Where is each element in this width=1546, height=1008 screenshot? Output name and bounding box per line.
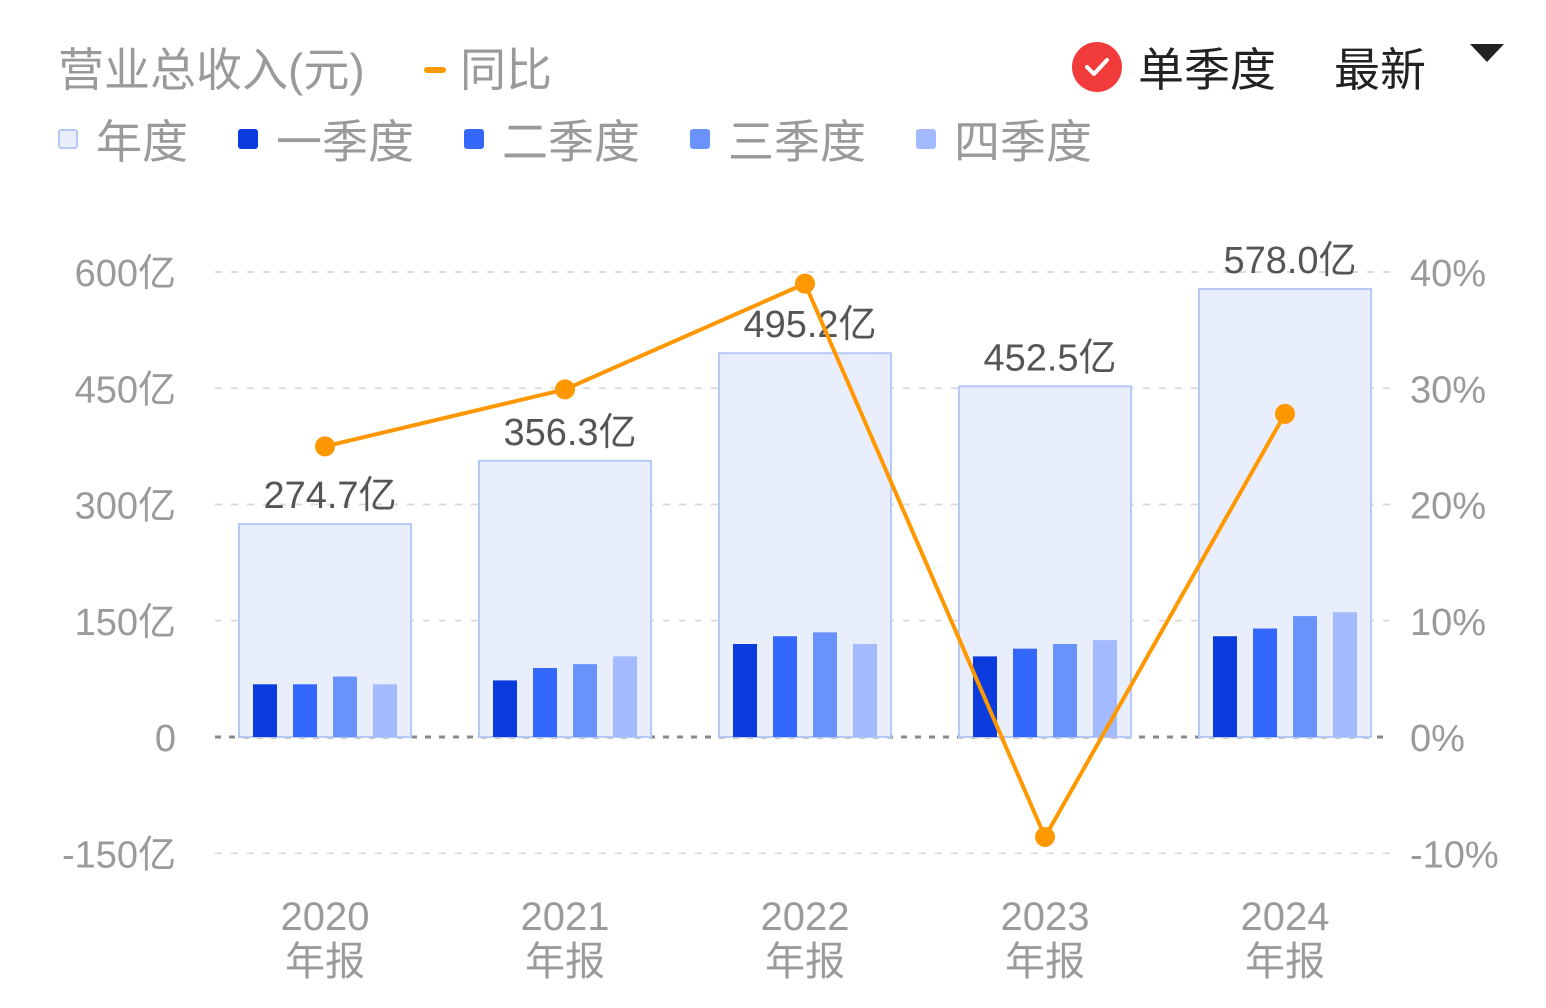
x-tick-label: 年报 — [525, 940, 605, 984]
y-tick-label-left: 450亿 — [75, 369, 176, 411]
y-tick-label-right: 20% — [1410, 486, 1486, 528]
quarter-bar — [813, 632, 837, 737]
annual-value-label: 274.7亿 — [263, 475, 396, 517]
quarter-bar — [293, 684, 317, 737]
quarter-bar — [1053, 644, 1077, 737]
legend-label: 年度 — [96, 116, 188, 168]
x-tick-label: 2023 — [1001, 895, 1090, 939]
legend-swatch — [58, 129, 78, 149]
yoy-point — [555, 379, 575, 400]
legend-swatch — [238, 129, 258, 149]
quarter-bar — [1093, 640, 1117, 737]
legend-swatch — [690, 129, 710, 149]
y-tick-label-right: 30% — [1410, 369, 1486, 411]
annual-value-label: 356.3亿 — [503, 412, 636, 454]
chart-header: 营业总收入(元) 同比 单季度 最新 年度 一季度 二季度 三季度 四季度 — [0, 0, 1546, 200]
legend-label: 二季度 — [502, 116, 640, 168]
quarter-bar — [573, 664, 597, 737]
quarter-bar — [1293, 616, 1317, 737]
yoy-legend[interactable]: 同比 — [424, 34, 552, 100]
legend-item-0[interactable]: 年度 — [58, 106, 188, 172]
quarter-bar — [533, 668, 557, 737]
x-tick-label: 2021 — [521, 895, 610, 939]
legend-label: 三季度 — [728, 116, 866, 168]
y-tick-label-right: -10% — [1410, 834, 1499, 876]
y-tick-label-left: 0 — [155, 718, 176, 760]
yoy-line-swatch — [424, 66, 446, 73]
quarter-bar — [373, 684, 397, 737]
x-tick-label: 2024 — [1241, 895, 1330, 939]
annual-value-label: 578.0亿 — [1223, 240, 1356, 282]
legend: 年度 一季度 二季度 三季度 四季度 — [58, 106, 1142, 172]
x-tick-label: 2020 — [281, 895, 370, 939]
quarter-bar — [773, 636, 797, 737]
latest-dropdown[interactable]: 最新 — [1334, 44, 1426, 96]
annual-value-label: 495.2亿 — [743, 304, 876, 346]
legend-label: 四季度 — [954, 116, 1092, 168]
yoy-point — [795, 273, 815, 294]
y-tick-label-right: 10% — [1410, 602, 1486, 644]
y-tick-label-left: -150亿 — [62, 834, 176, 876]
legend-label: 一季度 — [276, 116, 414, 168]
yoy-point — [315, 436, 335, 457]
caret-down-icon[interactable] — [1470, 44, 1504, 62]
quarter-bar — [1333, 612, 1357, 737]
chart-title: 营业总收入(元) — [58, 44, 365, 96]
y-tick-label-right: 40% — [1410, 253, 1486, 295]
x-tick-label: 年报 — [1005, 940, 1085, 984]
annual-value-label: 452.5亿 — [983, 337, 1116, 379]
y-tick-label-left: 600亿 — [75, 253, 176, 295]
quarter-bar — [1013, 648, 1037, 737]
legend-item-3[interactable]: 三季度 — [690, 106, 866, 172]
legend-item-1[interactable]: 一季度 — [238, 106, 414, 172]
quarter-bar — [853, 644, 877, 737]
yoy-label: 同比 — [460, 44, 552, 96]
legend-swatch — [464, 129, 484, 149]
yoy-point — [1035, 826, 1055, 847]
y-tick-label-left: 150亿 — [75, 602, 176, 644]
yoy-point — [1275, 403, 1295, 424]
quarter-bar — [733, 644, 757, 737]
quarter-bar — [333, 676, 357, 737]
x-tick-label: 年报 — [285, 940, 365, 984]
x-tick-label: 2022 — [761, 895, 850, 939]
quarter-bar — [1213, 636, 1237, 737]
single-quarter-toggle[interactable]: 单季度 — [1072, 34, 1276, 100]
quarter-bar — [253, 684, 277, 737]
quarter-bar — [1253, 628, 1277, 737]
quarter-bar — [613, 656, 637, 737]
single-quarter-label: 单季度 — [1138, 44, 1276, 96]
y-tick-label-right: 0% — [1410, 718, 1465, 760]
x-tick-label: 年报 — [765, 940, 845, 984]
legend-swatch — [916, 129, 936, 149]
legend-item-2[interactable]: 二季度 — [464, 106, 640, 172]
y-tick-label-left: 300亿 — [75, 486, 176, 528]
checkmark-icon[interactable] — [1072, 42, 1122, 92]
legend-item-4[interactable]: 四季度 — [916, 106, 1092, 172]
quarter-bar — [493, 680, 517, 737]
x-tick-label: 年报 — [1245, 940, 1325, 984]
